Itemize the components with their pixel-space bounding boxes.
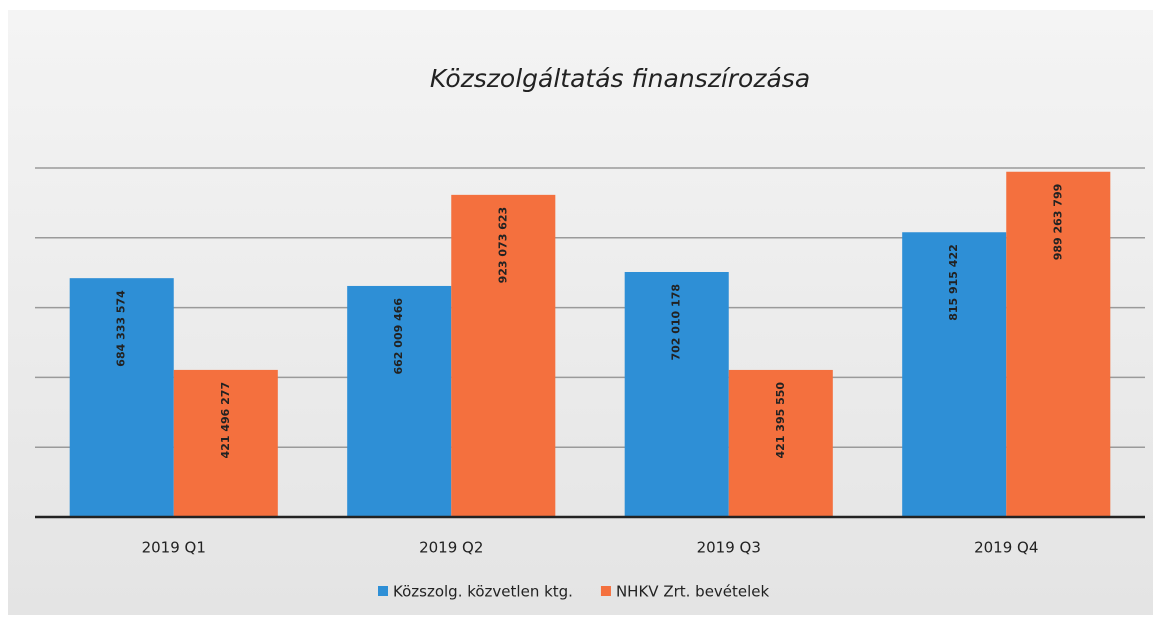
data-label: 702 010 178 bbox=[670, 284, 683, 361]
legend-label: NHKV Zrt. bevételek bbox=[616, 583, 770, 601]
chart-title: Közszolgáltatás finanszírozása bbox=[430, 64, 810, 93]
data-label: 989 263 799 bbox=[1051, 184, 1064, 261]
x-tick-label: 2019 Q1 bbox=[142, 539, 206, 557]
legend-swatch bbox=[600, 586, 611, 596]
bar bbox=[624, 271, 729, 517]
bar bbox=[1006, 171, 1111, 517]
bar bbox=[451, 194, 556, 518]
x-tick-label: 2019 Q2 bbox=[419, 539, 483, 557]
data-label: 684 333 574 bbox=[115, 290, 128, 367]
bar bbox=[347, 285, 452, 517]
data-label: 662 009 466 bbox=[392, 298, 405, 375]
legend-label: Közszolg. közvetlen ktg. bbox=[393, 583, 573, 601]
x-tick-label: 2019 Q3 bbox=[697, 539, 761, 557]
x-tick-label: 2019 Q4 bbox=[974, 539, 1038, 557]
bar bbox=[902, 232, 1007, 517]
data-label: 421 395 550 bbox=[774, 382, 787, 459]
bar bbox=[728, 369, 833, 517]
bar bbox=[69, 278, 174, 517]
bar bbox=[173, 369, 278, 517]
data-label: 815 915 422 bbox=[947, 244, 960, 321]
data-label: 421 496 277 bbox=[219, 382, 232, 459]
legend-swatch bbox=[378, 586, 388, 596]
data-label: 923 073 623 bbox=[496, 207, 509, 284]
